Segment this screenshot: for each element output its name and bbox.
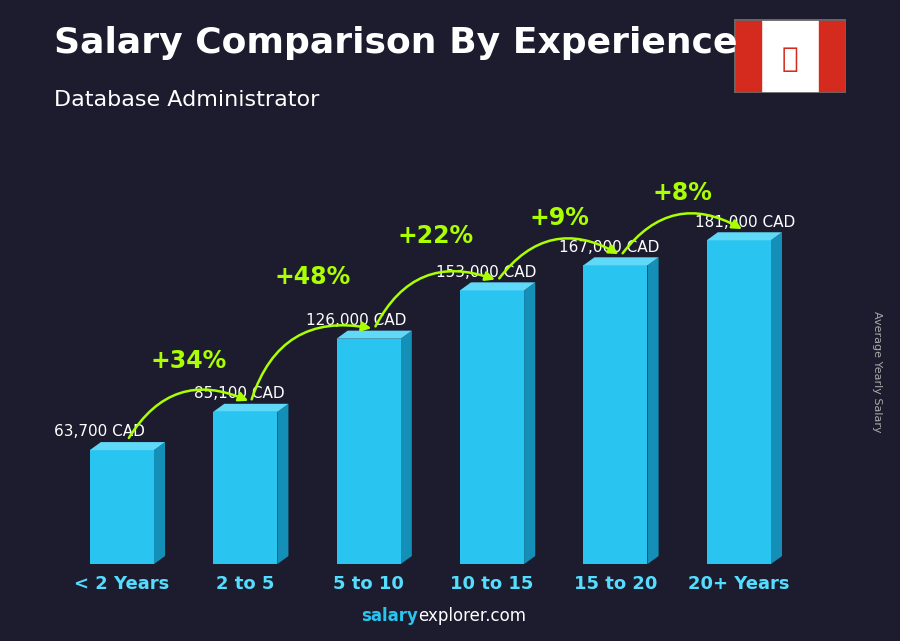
Text: Salary Comparison By Experience: Salary Comparison By Experience (54, 26, 737, 60)
Polygon shape (90, 442, 165, 450)
Polygon shape (460, 282, 536, 290)
Text: +9%: +9% (529, 206, 590, 230)
Text: 126,000 CAD: 126,000 CAD (306, 313, 407, 328)
Text: +8%: +8% (652, 181, 713, 205)
Polygon shape (277, 404, 288, 564)
Bar (90, 450, 154, 564)
Text: salary: salary (362, 607, 418, 625)
Text: +34%: +34% (151, 349, 227, 372)
Text: 181,000 CAD: 181,000 CAD (695, 215, 795, 229)
FancyArrowPatch shape (500, 238, 616, 278)
Bar (583, 265, 647, 564)
Text: Database Administrator: Database Administrator (54, 90, 320, 110)
Polygon shape (213, 404, 288, 412)
Text: 167,000 CAD: 167,000 CAD (559, 240, 660, 254)
Text: Average Yearly Salary: Average Yearly Salary (872, 311, 883, 433)
Polygon shape (771, 232, 782, 564)
Polygon shape (154, 442, 165, 564)
Bar (819, 19, 846, 93)
Polygon shape (583, 257, 659, 265)
Polygon shape (706, 232, 782, 240)
Text: 153,000 CAD: 153,000 CAD (436, 265, 536, 279)
FancyArrowPatch shape (252, 322, 369, 399)
Text: explorer.com: explorer.com (418, 607, 526, 625)
FancyArrowPatch shape (623, 213, 740, 253)
Polygon shape (337, 331, 412, 338)
Text: 63,700 CAD: 63,700 CAD (54, 424, 145, 439)
Bar (734, 19, 760, 93)
Text: 🍁: 🍁 (781, 45, 798, 73)
FancyArrowPatch shape (375, 271, 492, 326)
Text: +48%: +48% (274, 265, 351, 289)
FancyArrowPatch shape (129, 390, 246, 438)
Polygon shape (524, 282, 536, 564)
Bar (706, 240, 771, 564)
Bar (213, 412, 277, 564)
Bar (460, 290, 524, 564)
Polygon shape (400, 331, 412, 564)
Polygon shape (647, 257, 659, 564)
Bar (337, 338, 400, 564)
Text: 85,100 CAD: 85,100 CAD (194, 386, 284, 401)
Text: +22%: +22% (398, 224, 474, 248)
